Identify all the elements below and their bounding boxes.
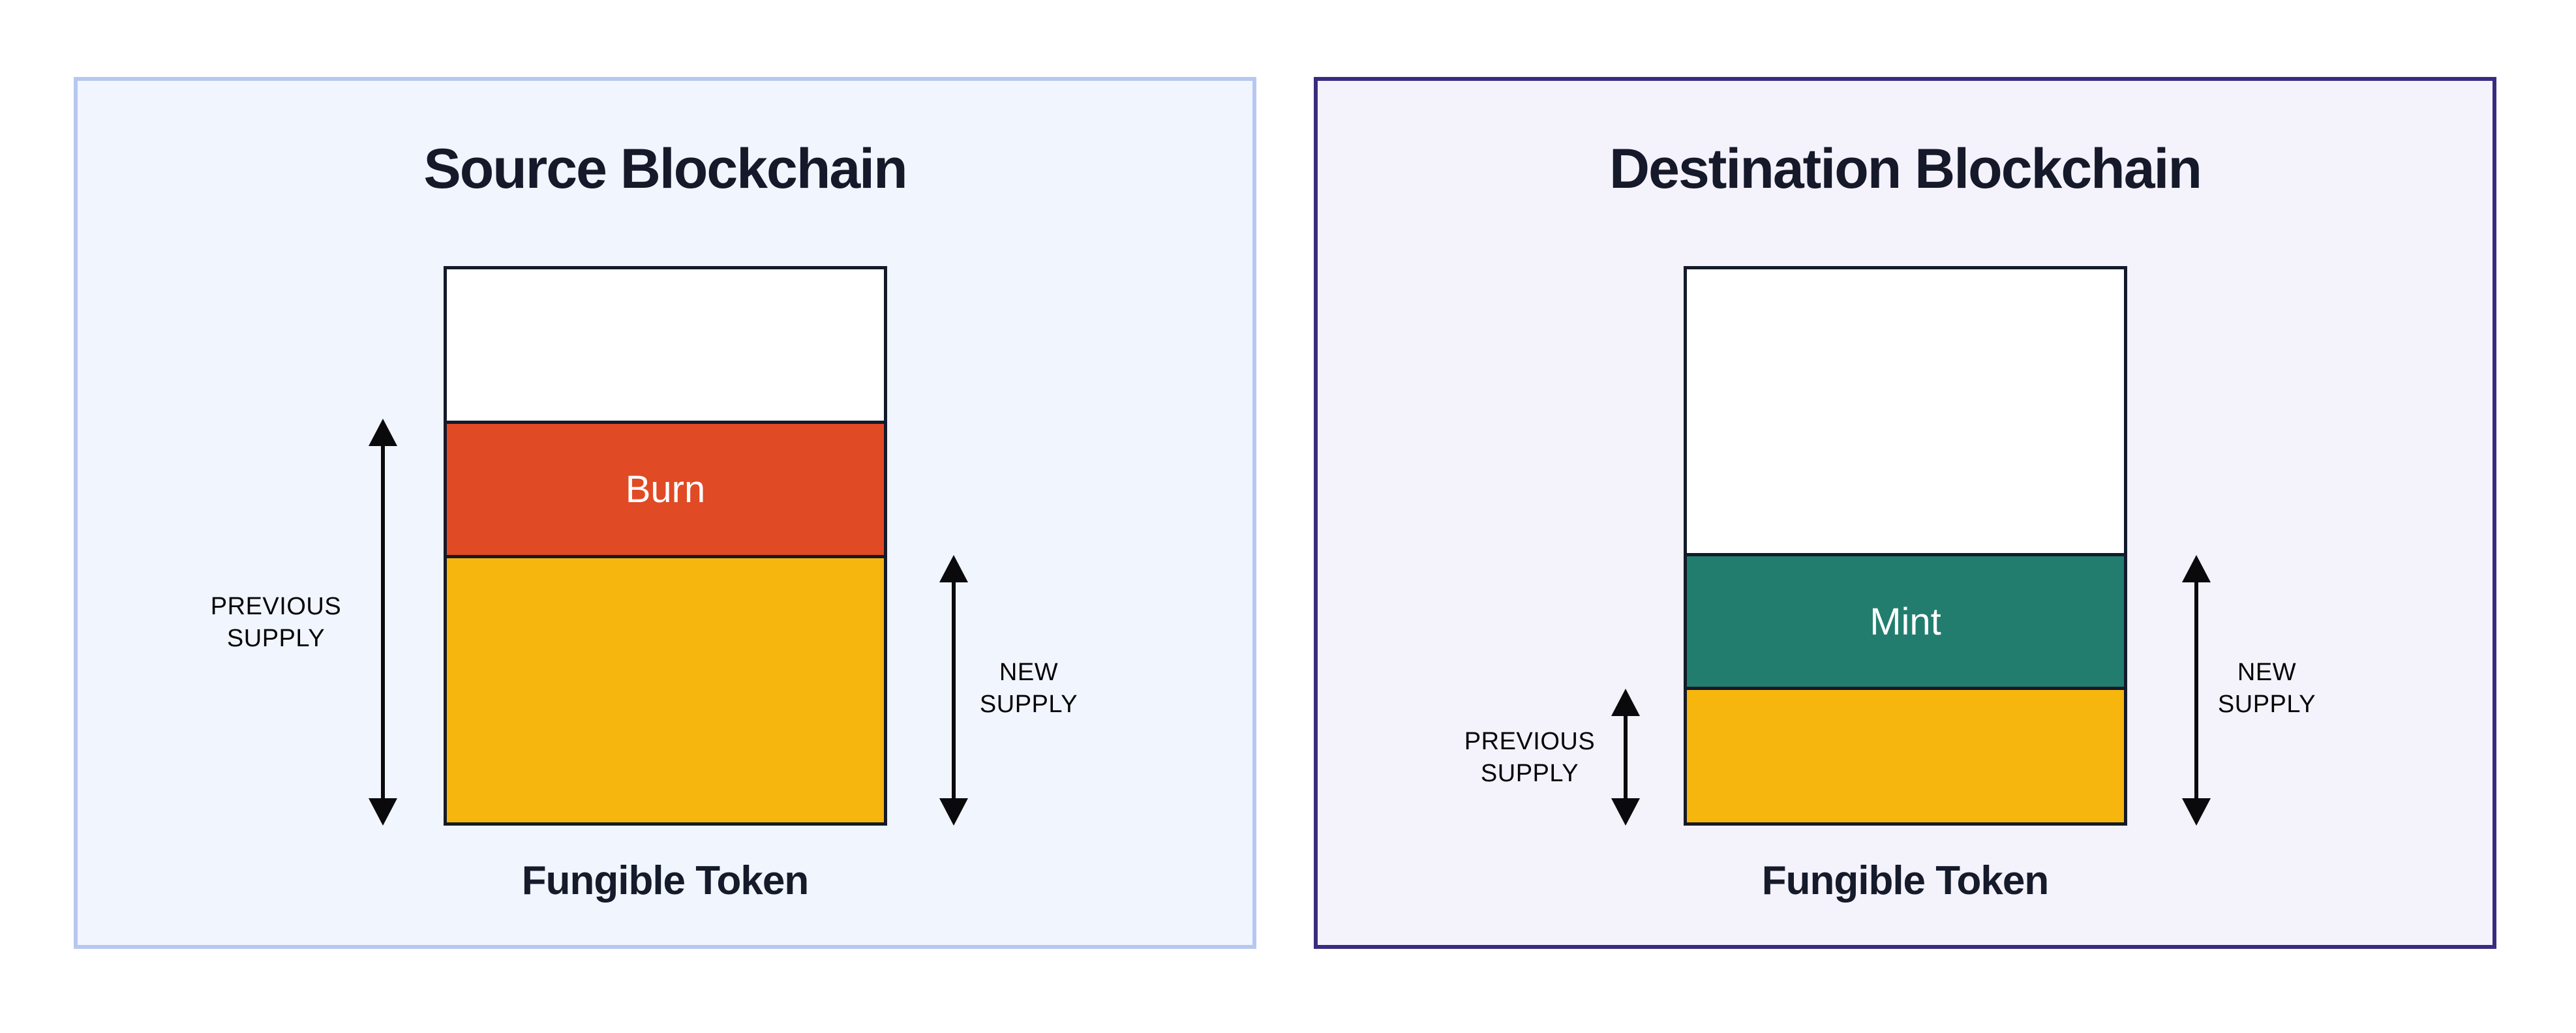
destination-new-supply-arrow xyxy=(2182,555,2211,826)
arrowhead-up-icon xyxy=(1611,689,1640,716)
source-previous-supply-label: PREVIOUS SUPPLY xyxy=(210,593,342,652)
mint-label: Mint xyxy=(1870,600,1941,643)
source-token-label: Fungible Token xyxy=(521,858,810,903)
source-previous-supply-arrow xyxy=(369,419,397,826)
source-panel-title: Source Blockchain xyxy=(423,138,907,200)
arrowhead-up-icon xyxy=(369,419,397,446)
arrowhead-up-icon xyxy=(939,555,968,582)
source-segment-headroom xyxy=(447,269,884,421)
destination-previous-supply-label: PREVIOUS SUPPLY xyxy=(1464,728,1596,787)
arrowhead-down-icon xyxy=(939,798,968,826)
arrowhead-down-icon xyxy=(1611,798,1640,826)
source-new-supply-arrow xyxy=(939,555,968,826)
destination-segment-mint: Mint xyxy=(1687,553,2124,687)
source-segment-burn: Burn xyxy=(447,420,884,556)
arrow-shaft xyxy=(952,582,956,798)
source-segment-remaining-supply xyxy=(447,555,884,822)
destination-token-bar: Mint xyxy=(1684,266,2127,826)
destination-segment-headroom xyxy=(1687,269,2124,554)
arrow-shaft xyxy=(381,446,385,798)
destination-panel-title: Destination Blockchain xyxy=(1609,138,2202,200)
destination-new-supply-label: NEW SUPPLY xyxy=(2217,659,2316,718)
burn-label: Burn xyxy=(625,468,706,511)
destination-token-label: Fungible Token xyxy=(1761,858,2050,903)
arrowhead-up-icon xyxy=(2182,555,2211,582)
destination-previous-supply-arrow xyxy=(1611,689,1640,826)
destination-segment-previous-supply xyxy=(1687,687,2124,822)
panel-destination-blockchain: Destination Blockchain Mint PREVIOUS SUP… xyxy=(1314,77,2496,949)
arrow-shaft xyxy=(2194,582,2198,798)
panel-source-blockchain: Source Blockchain Burn PREVIOUS SUPPLY N… xyxy=(74,77,1256,949)
arrowhead-down-icon xyxy=(369,798,397,826)
source-new-supply-label: NEW SUPPLY xyxy=(979,659,1078,718)
source-token-bar: Burn xyxy=(444,266,887,826)
arrowhead-down-icon xyxy=(2182,798,2211,826)
arrow-shaft xyxy=(1624,716,1628,798)
